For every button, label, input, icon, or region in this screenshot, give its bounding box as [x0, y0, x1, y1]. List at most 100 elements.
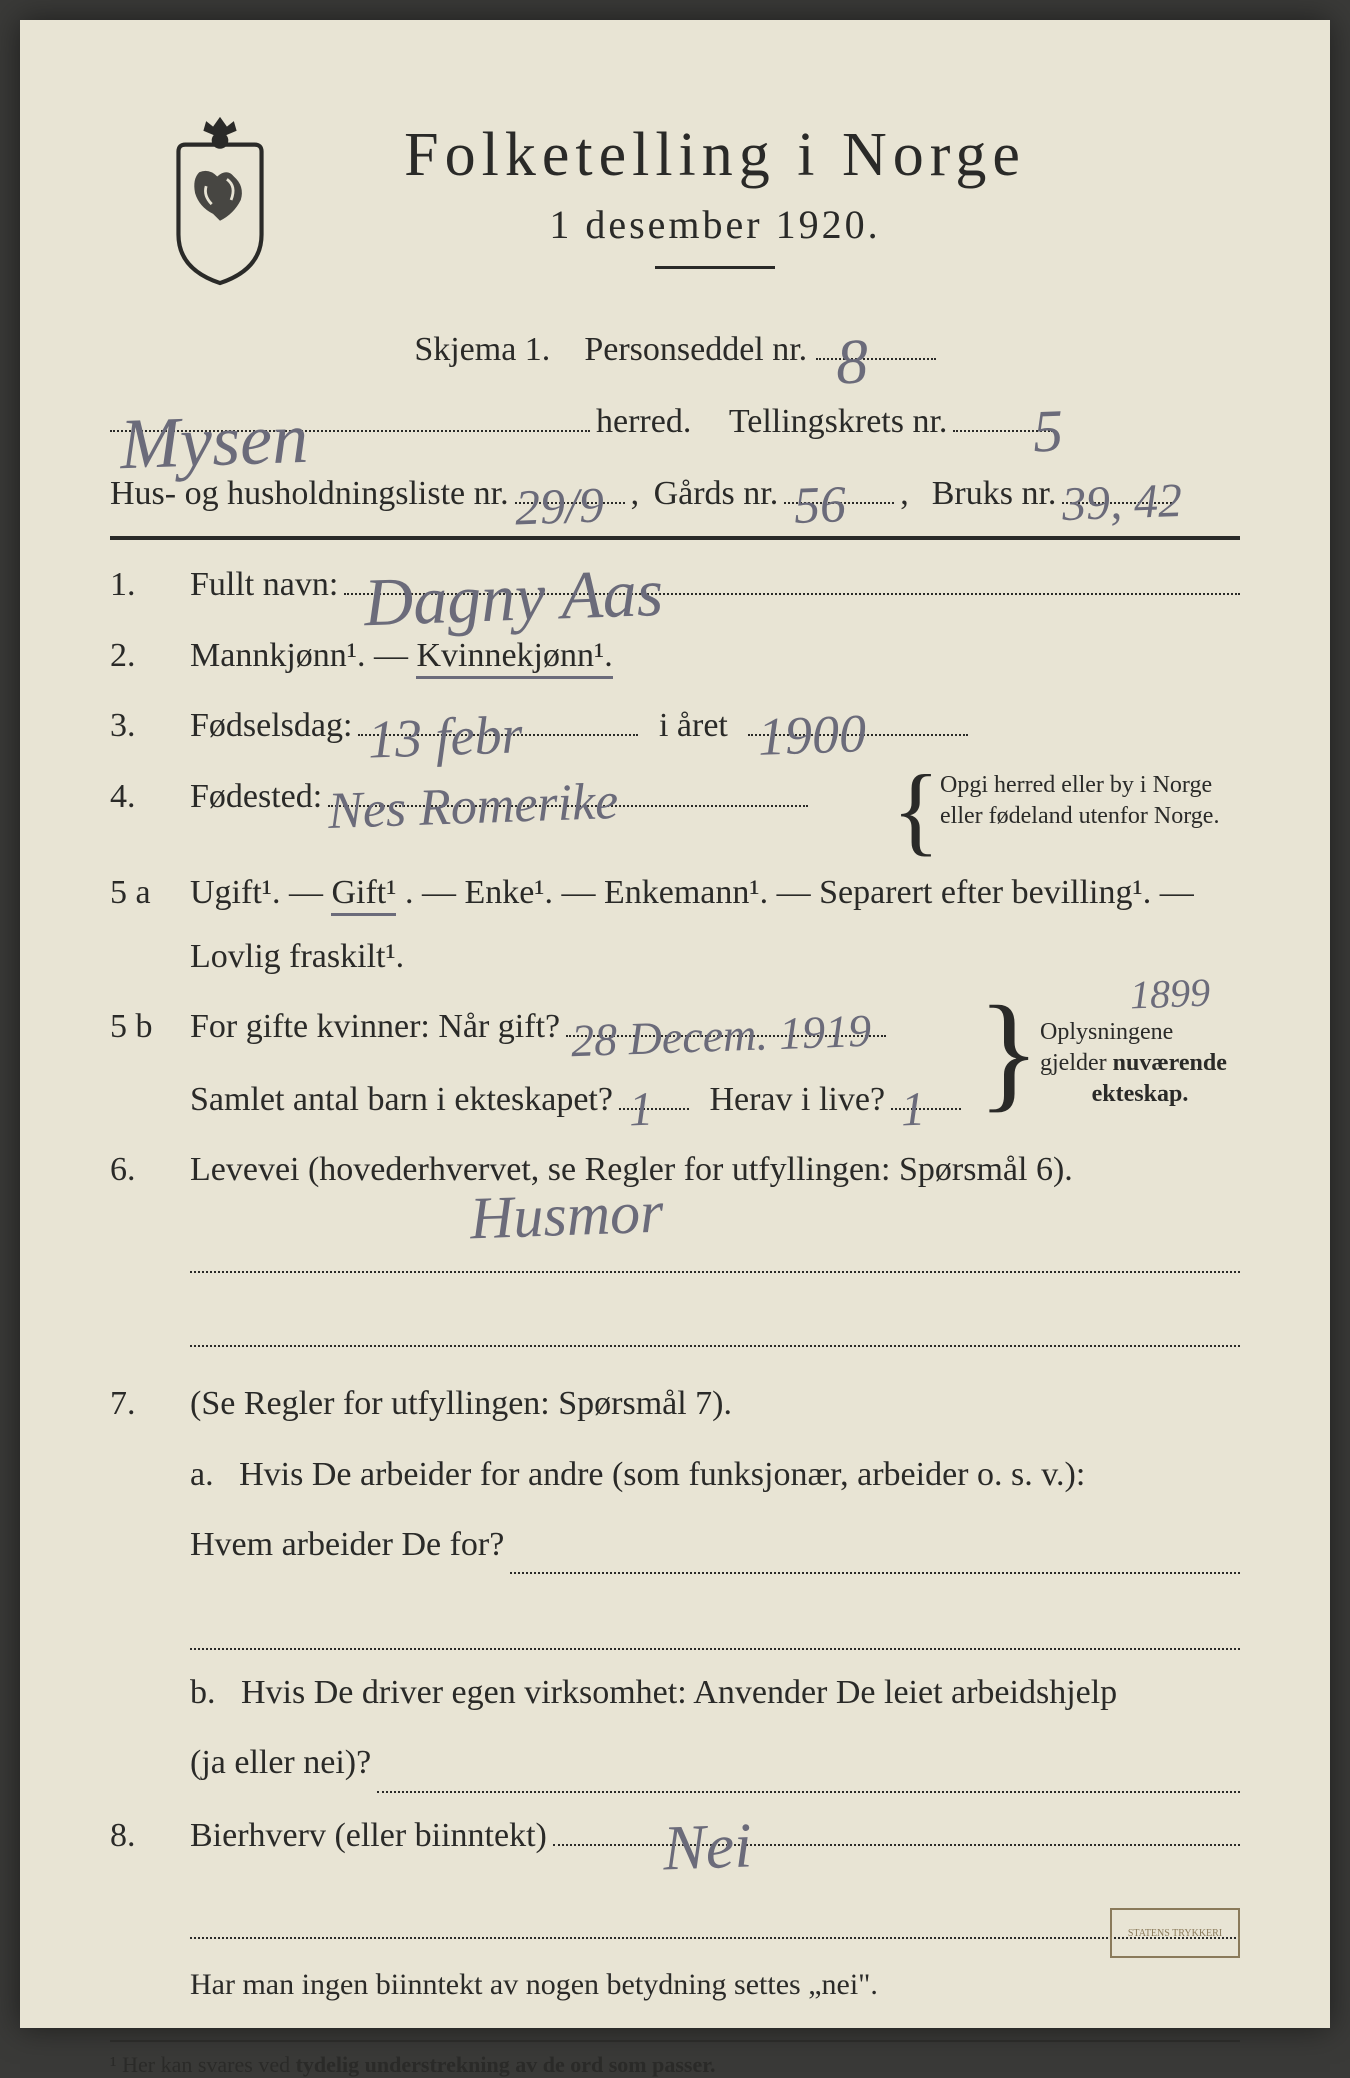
- q3-row: 3. Fødselsdag: 13 febr i året 1900: [110, 699, 1240, 753]
- title-divider: [655, 266, 775, 269]
- hus-value: 29/9: [513, 462, 605, 550]
- herred-field: Mysen: [110, 430, 590, 432]
- q5a-opt-ugift: Ugift¹. —: [190, 874, 331, 911]
- q1-num: 1.: [110, 566, 190, 604]
- q5b-num: 5 b: [110, 1008, 190, 1046]
- q5b-label-b: Samlet antal barn i ekteskapet?: [190, 1073, 613, 1127]
- q4-body: Fødested: Nes Romerike { Opgi herred ell…: [190, 770, 1240, 850]
- q3-body: Fødselsdag: 13 febr i året 1900: [190, 699, 1240, 753]
- q6-row: 6. Levevei (hovederhvervet, se Regler fo…: [110, 1143, 1240, 1197]
- q5b-alive-value: 1: [900, 1071, 927, 1149]
- herred-line: Mysen herred. Tellingskrets nr. 5: [110, 393, 1240, 451]
- q8-label: Bierhverv (eller biinntekt): [190, 1809, 547, 1863]
- gards-value: 56: [793, 461, 848, 551]
- q1-label: Fullt navn:: [190, 558, 338, 612]
- form-header: Folketelling i Norge 1 desember 1920.: [110, 120, 1240, 291]
- q3-day-field: 13 febr: [358, 734, 638, 736]
- tellingskrets-field: 5: [953, 430, 1053, 432]
- q5b-when-value: 28 Decem. 1919: [570, 994, 873, 1078]
- q4-num: 4.: [110, 778, 190, 816]
- bruks-value: 39, 42: [1061, 460, 1184, 546]
- q8-body: Bierhverv (eller biinntekt) Nei: [190, 1809, 1240, 1863]
- q4-note: Opgi herred eller by i Norge eller fødel…: [940, 770, 1240, 832]
- q7-body: (Se Regler for utfyllingen: Spørsmål 7).: [190, 1377, 1240, 1431]
- q5a-num: 5 a: [110, 874, 190, 912]
- q5b-note-b: gjelder nuværende: [1040, 1048, 1240, 1079]
- gards-label: Gårds nr.: [654, 465, 779, 523]
- q5b-note-a: Oplysningene: [1040, 1017, 1240, 1048]
- footnote: ¹ Her kan svares ved tydelig understrekn…: [110, 2040, 1240, 2078]
- q6-body: Levevei (hovederhvervet, se Regler for u…: [190, 1143, 1240, 1197]
- q5b-label-a: For gifte kvinner: Når gift?: [190, 1000, 560, 1054]
- hus-line: Hus- og husholdningsliste nr. 29/9 , Går…: [110, 465, 1240, 523]
- q4-label: Fødested:: [190, 770, 322, 824]
- q7-row: 7. (Se Regler for utfyllingen: Spørsmål …: [110, 1377, 1240, 1431]
- q3-year-field: 1900: [748, 734, 968, 736]
- q2-num: 2.: [110, 637, 190, 675]
- q5b-marginal-year: 1899: [1129, 969, 1211, 1019]
- q4-value: Nes Romerike: [327, 760, 620, 853]
- q5b-brace-icon: }: [978, 1000, 1040, 1127]
- herred-label: herred.: [596, 393, 691, 451]
- q8-row: 8. Bierhverv (eller biinntekt) Nei: [110, 1809, 1240, 1863]
- q7b-body: b. Hvis De driver egen virksomhet: Anven…: [190, 1666, 1240, 1793]
- census-form-page: Folketelling i Norge 1 desember 1920. Sk…: [20, 20, 1330, 2028]
- q2-row: 2. Mannkjønn¹. — Kvinnekjønn¹.: [110, 629, 1240, 683]
- q5a-opt-gift: Gift¹: [331, 874, 396, 916]
- footnote-text: ¹ Her kan svares ved tydelig understrekn…: [110, 2052, 715, 2077]
- q1-value: Dagny Aas: [362, 538, 665, 657]
- q3-num: 3.: [110, 707, 190, 745]
- q5a-row: 5 a Ugift¹. — Gift¹ . — Enke¹. — Enkeman…: [110, 866, 1240, 985]
- q8-field: Nei: [553, 1844, 1240, 1846]
- main-title: Folketelling i Norge: [404, 120, 1026, 191]
- q4-brace-icon: {: [892, 770, 940, 850]
- q7b-text1: Hvis De driver egen virksomhet: Anvender…: [241, 1674, 1117, 1711]
- q7a-blank: [190, 1590, 1240, 1650]
- q7-num: 7.: [110, 1385, 190, 1423]
- q7a-num: a.: [190, 1456, 214, 1493]
- q3-label-b: i året: [659, 699, 728, 753]
- q7b-num: b.: [190, 1674, 216, 1711]
- q4-note-b: eller fødeland utenfor Norge.: [940, 801, 1240, 832]
- q4-field: Nes Romerike: [328, 805, 808, 807]
- printer-stamp: STATENS TRYKKERI: [1110, 1908, 1240, 1958]
- bruks-label: Bruks nr.: [932, 465, 1057, 523]
- q5b-children-field: 1: [619, 1108, 689, 1110]
- q7b-field: [377, 1736, 1240, 1792]
- q1-row: 1. Fullt navn: Dagny Aas: [110, 558, 1240, 612]
- q7a-text2: Hvem arbeider De for?: [190, 1518, 504, 1572]
- q4-row: 4. Fødested: Nes Romerike { Opgi herred …: [110, 770, 1240, 850]
- q6-num: 6.: [110, 1151, 190, 1189]
- q5b-children-value: 1: [628, 1071, 655, 1149]
- title-block: Folketelling i Norge 1 desember 1920.: [404, 120, 1026, 291]
- q5b-note: Oplysningene gjelder nuværende ekteskap.: [1040, 1017, 1240, 1111]
- gards-field: 56: [784, 502, 894, 504]
- q2-body: Mannkjønn¹. — Kvinnekjønn¹.: [190, 629, 1240, 683]
- bruks-field: 39, 42: [1062, 502, 1172, 504]
- q7a-field: [510, 1518, 1240, 1574]
- q4-note-a: Opgi herred eller by i Norge: [940, 770, 1240, 801]
- q8-num: 8.: [110, 1817, 190, 1855]
- q5b-label-c: Herav i live?: [709, 1073, 885, 1127]
- q5b-when-field: 28 Decem. 1919: [566, 1035, 886, 1037]
- q7b-text2: (ja eller nei)?: [190, 1736, 371, 1790]
- q5a-body: Ugift¹. — Gift¹ . — Enke¹. — Enkemann¹. …: [190, 866, 1240, 985]
- personseddel-label: Personseddel nr.: [584, 331, 807, 368]
- skjema-line: Skjema 1. Personseddel nr. 8: [110, 321, 1240, 379]
- q5b-note-c: ekteskap.: [1040, 1079, 1240, 1110]
- q7b-row: b. Hvis De driver egen virksomhet: Anven…: [110, 1666, 1240, 1793]
- subtitle: 1 desember 1920.: [404, 201, 1026, 248]
- q7a-row: a. Hvis De arbeider for andre (som funks…: [110, 1448, 1240, 1575]
- coat-of-arms-icon: [150, 110, 290, 290]
- q6-answer-line: Husmor: [190, 1214, 1240, 1274]
- hus-label: Hus- og husholdningsliste nr.: [110, 465, 509, 523]
- tellingskrets-label: Tellingskrets nr.: [729, 393, 948, 451]
- q7a-body: a. Hvis De arbeider for andre (som funks…: [190, 1448, 1240, 1575]
- q3-label-a: Fødselsdag:: [190, 699, 352, 753]
- hus-field: 29/9: [515, 502, 625, 504]
- q8-blank: [190, 1879, 1240, 1939]
- personseddel-field: 8: [816, 358, 936, 360]
- footer-note1: Har man ingen biinntekt av nogen betydni…: [190, 1959, 1240, 2010]
- q6-blank-line: [190, 1287, 1240, 1347]
- q5a-opt-rest: . — Enke¹. — Enkemann¹. — Separert efter…: [405, 874, 1194, 911]
